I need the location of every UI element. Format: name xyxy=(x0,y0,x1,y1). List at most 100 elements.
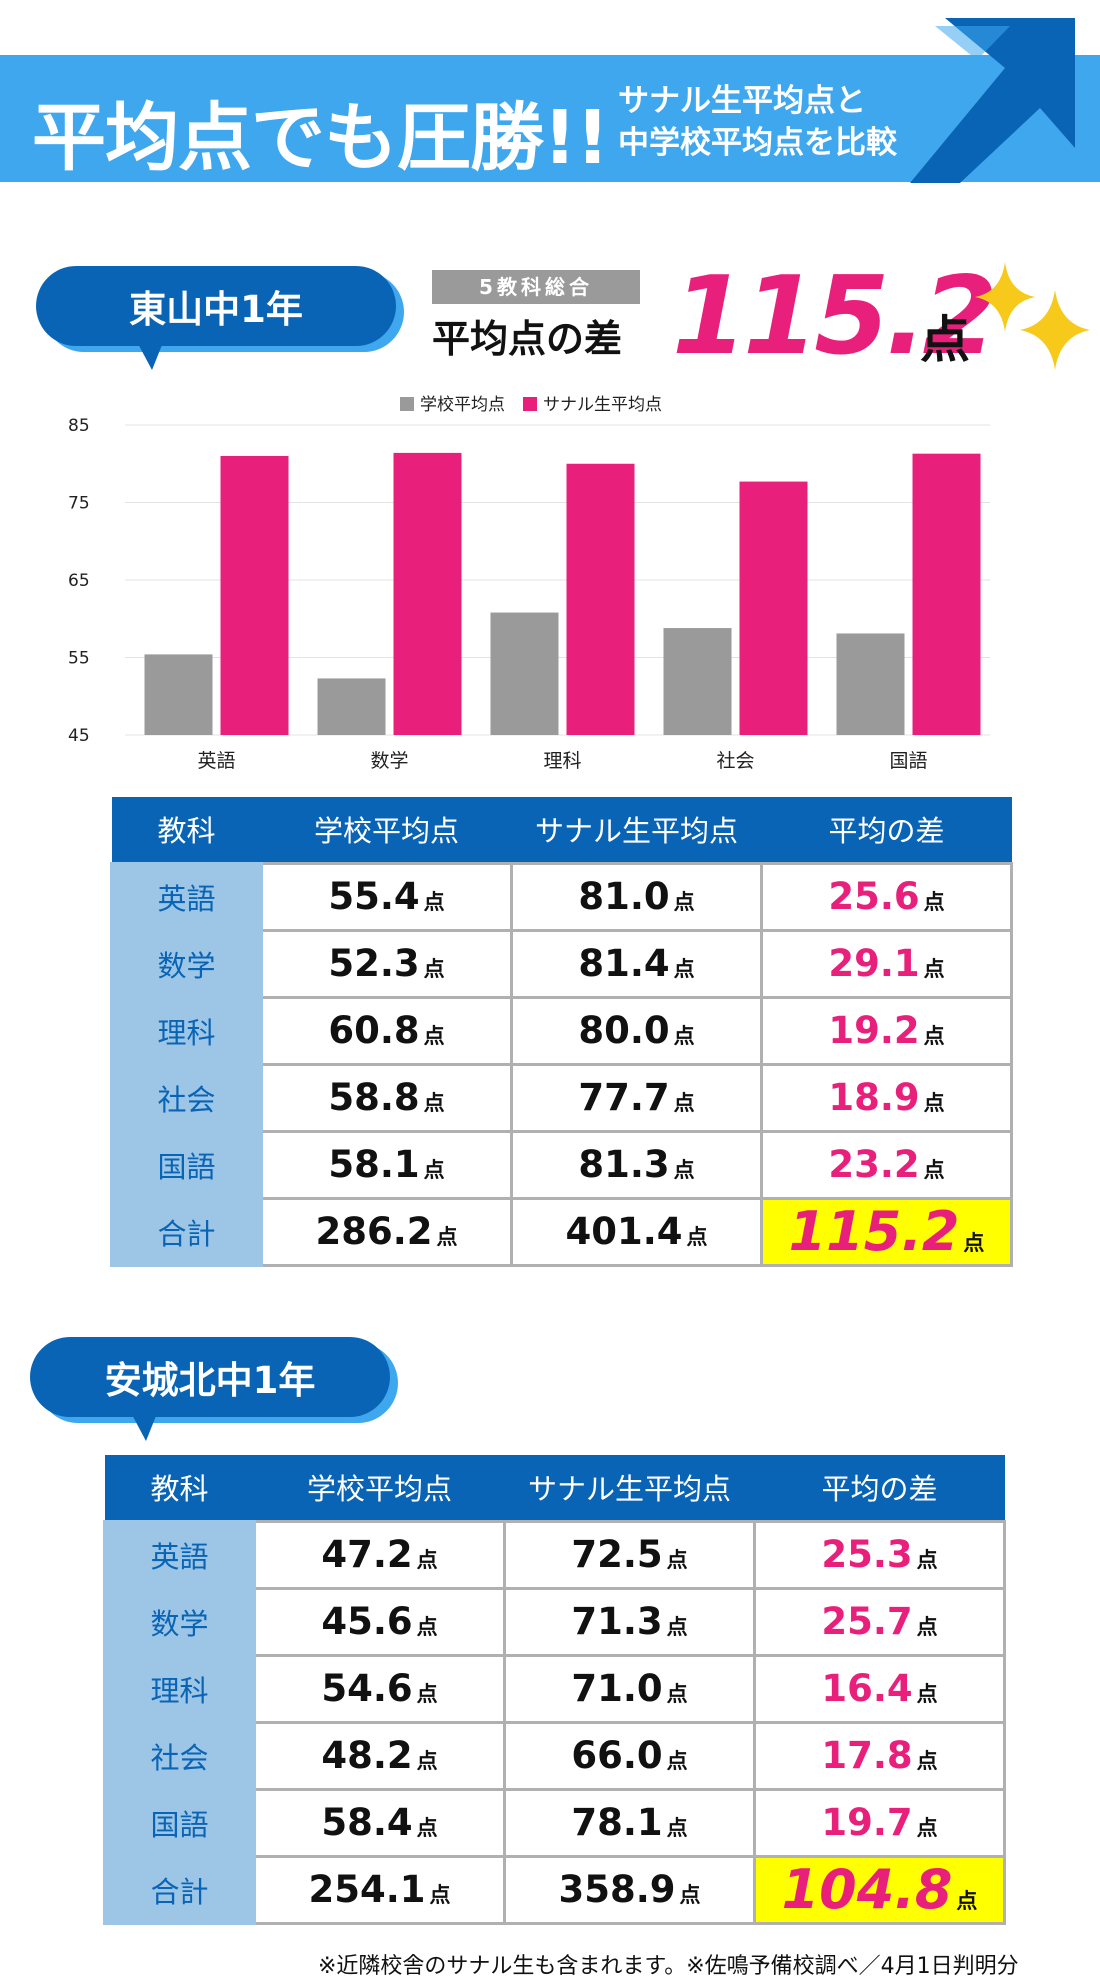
sanaru-total-cell: 401.4 点 xyxy=(510,1196,763,1267)
sanaru-avg-cell-value: 72.5 xyxy=(571,1533,663,1576)
table-total-row: 合計 254.1 点 358.9 点 104.8 点 xyxy=(103,1854,1006,1925)
diff-cell: 25.7 点 xyxy=(753,1586,1006,1657)
unit-label: 点 xyxy=(916,1816,938,1840)
school-avg-cell: 48.2 点 xyxy=(253,1720,506,1791)
sanaru-avg-cell: 71.0 点 xyxy=(503,1653,756,1724)
y-tick-label: 55 xyxy=(68,649,90,669)
table-row: 数学 45.6 点 71.3 点 25.7 点 xyxy=(103,1586,1006,1657)
y-tick-label: 75 xyxy=(68,494,90,514)
unit-label: 点 xyxy=(673,890,695,914)
unit-label: 点 xyxy=(666,1615,688,1639)
y-tick-label: 65 xyxy=(68,571,90,591)
page-title: 平均点でも圧勝!! xyxy=(32,95,609,181)
unit-label: 点 xyxy=(673,957,695,981)
diff-cell-value: 17.8 xyxy=(821,1734,913,1777)
header-school-avg: 学校平均点 xyxy=(261,797,512,863)
subject-cell: 合計 xyxy=(103,1854,256,1925)
sanaru-total-cell: 358.9 点 xyxy=(503,1854,756,1925)
unit-label: 点 xyxy=(923,890,945,914)
unit-label: 点 xyxy=(916,1615,938,1639)
legend-swatch xyxy=(400,397,414,411)
unit-label: 点 xyxy=(673,1158,695,1182)
unit-label: 点 xyxy=(673,1024,695,1048)
subject-cell-value: 合計 xyxy=(150,1874,209,1909)
diff-cell-value: 16.4 xyxy=(821,1667,913,1710)
subtitle-line-2: 中学校平均点を比較 xyxy=(618,125,897,161)
unit-label: 点 xyxy=(923,1158,945,1182)
sanaru-avg-cell: 71.3 点 xyxy=(503,1586,756,1657)
school-label-anjokita: 安城北中1年 xyxy=(30,1337,390,1417)
sanaru-total-cell-value: 401.4 xyxy=(565,1210,683,1253)
school-total-cell-value: 286.2 xyxy=(315,1210,433,1253)
bar xyxy=(663,628,732,735)
bubble-tail xyxy=(136,340,164,370)
subject-cell: 英語 xyxy=(110,861,263,932)
header-diff: 平均の差 xyxy=(754,1455,1005,1521)
x-tick-label: 国語 xyxy=(889,750,927,772)
subject-cell-value: 数学 xyxy=(157,948,216,983)
table-total-row: 合計 286.2 点 401.4 点 115.2 点 xyxy=(110,1196,1013,1267)
diff-cell: 19.7 点 xyxy=(753,1787,1006,1858)
sanaru-avg-cell-value: 81.3 xyxy=(578,1143,670,1186)
five-subject-label: 5教科総合 xyxy=(432,270,640,304)
school-avg-cell: 58.1 点 xyxy=(260,1129,513,1200)
table-row: 国語 58.4 点 78.1 点 19.7 点 xyxy=(103,1787,1006,1858)
sanaru-avg-cell-value: 71.0 xyxy=(571,1667,663,1710)
unit-label: 点 xyxy=(423,1091,445,1115)
y-tick-label: 85 xyxy=(68,416,90,436)
unit-label: 点 xyxy=(666,1749,688,1773)
bar xyxy=(317,678,386,735)
score-table-higashiyama: 教科 学校平均点 サナル生平均点 平均の差 英語 55.4 点 81.0 点 25.6 点数… xyxy=(110,797,1013,1267)
unit-label: 点 xyxy=(923,1024,945,1048)
subject-cell-value: 社会 xyxy=(157,1082,216,1117)
unit-label: 点 xyxy=(423,890,445,914)
diff-cell: 25.6 点 xyxy=(760,861,1013,932)
table-row: 社会 58.8 点 77.7 点 18.9 点 xyxy=(110,1062,1013,1133)
unit-label: 点 xyxy=(416,1682,438,1706)
x-tick-label: 数学 xyxy=(370,750,408,772)
unit-label: 点 xyxy=(679,1883,701,1907)
table-row: 理科 60.8 点 80.0 点 19.2 点 xyxy=(110,995,1013,1066)
sanaru-avg-cell-value: 66.0 xyxy=(571,1734,663,1777)
unit-label: 点 xyxy=(923,1091,945,1115)
table-row: 社会 48.2 点 66.0 点 17.8 点 xyxy=(103,1720,1006,1791)
up-right-arrow-icon xyxy=(910,18,1075,183)
school-avg-cell: 52.3 点 xyxy=(260,928,513,999)
sparkle-icon xyxy=(975,262,1035,332)
school-total-cell-value: 254.1 xyxy=(308,1868,426,1911)
subject-cell-value: 社会 xyxy=(150,1740,209,1775)
unit-label: 点 xyxy=(423,957,445,981)
header-banner xyxy=(0,55,1100,182)
diff-cell: 17.8 点 xyxy=(753,1720,1006,1791)
school-avg-cell-value: 45.6 xyxy=(321,1600,413,1643)
subject-cell: 社会 xyxy=(110,1062,263,1133)
unit-label: 点 xyxy=(916,1548,938,1572)
school-avg-cell-value: 47.2 xyxy=(321,1533,413,1576)
unit-label: 点 xyxy=(916,1749,938,1773)
school-avg-cell-value: 58.4 xyxy=(321,1801,413,1844)
total-diff-cell-value: 115.2 xyxy=(788,1200,960,1263)
bar xyxy=(220,456,289,735)
subject-cell: 合計 xyxy=(110,1196,263,1267)
unit-label: 点 xyxy=(416,1615,438,1639)
footnote: ※近隣校舎のサナル生も含まれます。※佐鳴予備校調べ／4月1日判明分 xyxy=(318,1954,1019,1979)
sanaru-total-cell-value: 358.9 xyxy=(558,1868,676,1911)
bar xyxy=(566,463,635,735)
unit-label: 点 xyxy=(416,1749,438,1773)
subject-cell-value: 英語 xyxy=(150,1539,209,1574)
sanaru-avg-cell: 81.4 点 xyxy=(510,928,763,999)
total-diff-cell-value: 104.8 xyxy=(781,1858,953,1921)
bar xyxy=(490,612,559,735)
page-subtitle: サナル生平均点と 中学校平均点を比較 xyxy=(618,80,897,164)
table-row: 国語 58.1 点 81.3 点 23.2 点 xyxy=(110,1129,1013,1200)
unit-label: 点 xyxy=(416,1548,438,1572)
sanaru-avg-cell: 80.0 点 xyxy=(510,995,763,1066)
school-avg-cell: 54.6 点 xyxy=(253,1653,506,1724)
diff-cell: 25.3 点 xyxy=(753,1519,1006,1590)
table-row: 理科 54.6 点 71.0 点 16.4 点 xyxy=(103,1653,1006,1724)
legend-label: 学校平均点 xyxy=(420,395,505,415)
score-table-anjokita: 教科 学校平均点 サナル生平均点 平均の差 英語 47.2 点 72.5 点 25.3 点数… xyxy=(103,1455,1006,1925)
diff-cell-value: 19.2 xyxy=(828,1009,920,1052)
avg-diff-label: 平均点の差 xyxy=(432,317,623,361)
diff-cell-value: 23.2 xyxy=(828,1143,920,1186)
